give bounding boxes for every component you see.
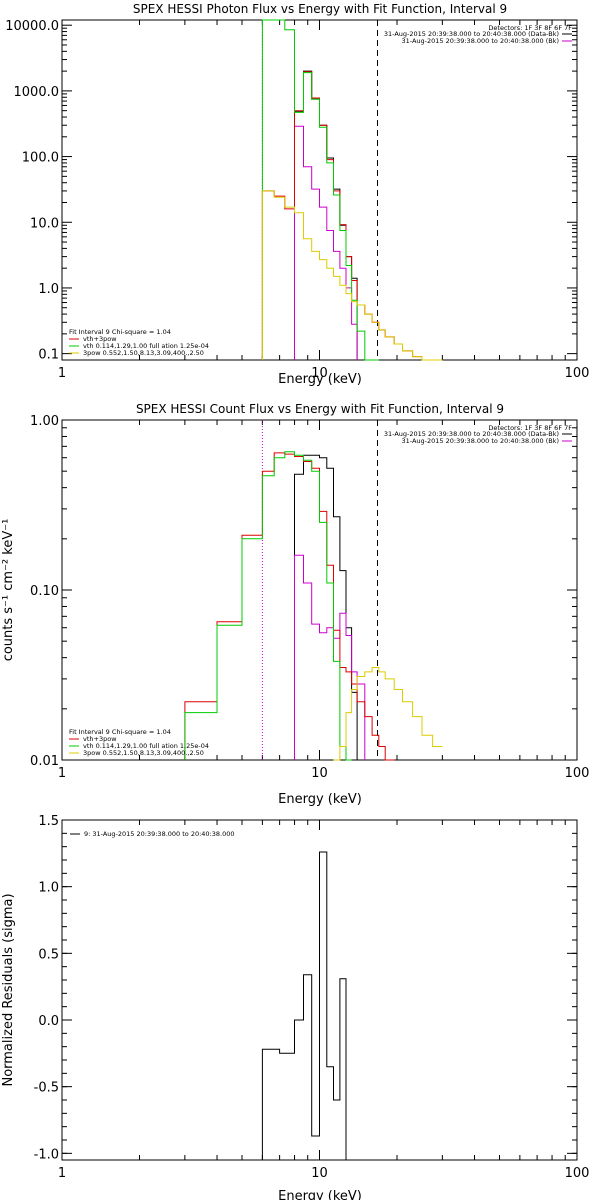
panel-photon-flux: SPEX HESSI Photon Flux vs Energy with Fi… — [5, 2, 589, 387]
legend-label: vth+3pow — [83, 735, 117, 743]
x-tick-label: 100 — [565, 766, 590, 781]
y-tick-label: 0.1 — [38, 348, 59, 363]
x-tick-label: 1 — [58, 366, 66, 381]
y-tick-label: 0.0 — [38, 1014, 59, 1029]
series-line — [184, 452, 395, 761]
series-line — [184, 451, 352, 761]
y-tick-label: 100.0 — [22, 151, 59, 166]
x-tick-label: 100 — [565, 1166, 590, 1181]
y-tick-label: 1.5 — [38, 814, 59, 829]
y-axis-label: counts s⁻¹ cm⁻² keV⁻¹ — [1, 519, 16, 662]
x-tick-label: 1 — [58, 766, 66, 781]
x-tick-label: 10 — [311, 766, 328, 781]
panel-count-flux: SPEX HESSI Count Flux vs Energy with Fit… — [1, 402, 589, 807]
y-tick-label: 1000.0 — [14, 85, 60, 100]
y-tick-label: -0.5 — [34, 1081, 59, 1096]
y-tick-label: -1.0 — [34, 1147, 59, 1162]
legend-label: vth 0.114,1.29,1.00 full ation 1.25e-04 — [83, 742, 209, 750]
series-line — [261, 71, 443, 361]
detectors-label: Detectors: 1F 3F 8F 6F 7F — [488, 424, 572, 432]
panel-residuals: Energy (keV) Normalized Residuals (sigma… — [1, 814, 589, 1200]
y-tick-label: 1.00 — [30, 414, 59, 429]
detectors-label: Detectors: 1F 3F 8F 6F 7F — [488, 24, 572, 32]
series-line — [294, 454, 358, 760]
plot-marks: 1 10 100 1.00 0.10 0.01 31-Aug-2015 20:39:38.0… — [30, 414, 589, 781]
x-tick-label: 100 — [565, 366, 590, 381]
legend-header: Fit Interval 9 Chi-square = 1.04 — [69, 728, 171, 736]
y-tick-label: 10.0 — [30, 216, 59, 231]
plot-marks: 1 10 100 1.5 1.0 0.5 0.0 -0.5 -1.0 — [34, 814, 590, 1181]
y-tick-label: 0.10 — [30, 584, 59, 599]
legend-label: 3pow 0.552,1.50,8.13,3.09,400.,2.50 — [83, 349, 204, 357]
x-axis-label: Energy (keV) — [278, 1189, 362, 1200]
legend-label: vth 0.114,1.29,1.00 full ation 1.25e-04 — [83, 342, 209, 350]
legend-label: 31-Aug-2015 20:39:38.000 to 20:40:38.000… — [384, 30, 559, 38]
legend-label: 31-Aug-2015 20:39:38.000 to 20:40:38.000… — [402, 437, 559, 445]
legend-header: Fit Interval 9 Chi-square = 1.04 — [69, 328, 171, 336]
y-tick-label: 0.5 — [38, 947, 59, 962]
legend-label: vth+3pow — [83, 335, 117, 343]
x-tick-label: 10 — [311, 1166, 328, 1181]
legend-label: 9: 31-Aug-2015 20:39:38.000 to 20:40:38.… — [84, 830, 235, 838]
y-tick-label: 10000.0 — [5, 19, 59, 34]
series-line — [261, 851, 347, 1160]
y-tick-label: 1.0 — [38, 282, 59, 297]
series-line — [261, 19, 379, 361]
x-tick-label: 10 — [311, 366, 328, 381]
chart-title: SPEX HESSI Photon Flux vs Energy with Fi… — [133, 2, 507, 16]
plot-marks: 1 10 100 10000.0 1000.0 100.0 10.0 1.0 0.1 31-Aug… — [5, 19, 589, 381]
legend-label: 3pow 0.552,1.50,8.13,3.09,400.,2.50 — [83, 749, 204, 757]
y-tick-label: 1.0 — [38, 881, 59, 896]
x-tick-label: 1 — [58, 1166, 66, 1181]
series-line — [261, 190, 443, 361]
x-axis-label: Energy (keV) — [278, 372, 362, 387]
legend-label: 31-Aug-2015 20:39:38.000 to 20:40:38.000… — [402, 37, 559, 45]
series-line — [333, 667, 443, 761]
legend-label: 31-Aug-2015 20:39:38.000 to 20:40:38.000… — [384, 430, 559, 438]
y-axis-label: Normalized Residuals (sigma) — [1, 893, 16, 1086]
chart-title: SPEX HESSI Count Flux vs Energy with Fit… — [136, 402, 504, 416]
series-line — [294, 554, 366, 760]
y-tick-label: 0.01 — [30, 754, 59, 769]
x-axis-label: Energy (keV) — [278, 792, 362, 807]
series-line — [294, 125, 358, 360]
